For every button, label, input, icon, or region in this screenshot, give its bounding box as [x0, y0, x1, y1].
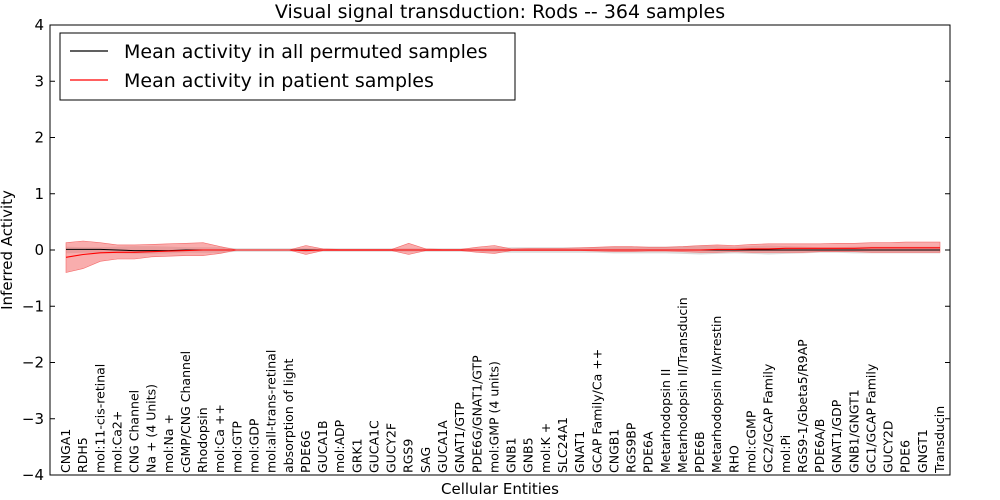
y-tick-label: 4 — [34, 16, 44, 34]
x-category-label: GC1/GCAP Family — [864, 363, 879, 473]
y-tick-label: 0 — [34, 241, 44, 259]
x-category-label: cGMP/CNG Channel — [178, 351, 193, 473]
x-category-label: GCAP Family/Ca ++ — [589, 349, 604, 473]
x-category-label: SAG — [418, 447, 433, 473]
x-category-label: PDE6G — [298, 430, 313, 473]
x-category-label: Metarhodopsin II/Arrestin — [709, 316, 724, 473]
y-tick-label: 2 — [34, 129, 44, 147]
x-category-label: GNB1 — [504, 437, 519, 473]
y-tick-label: 1 — [34, 185, 44, 203]
x-category-label: mol:all-trans-retinal — [264, 350, 279, 473]
x-category-label: Na + (4 Units) — [144, 384, 159, 473]
x-category-label: GNB1/GNGT1 — [846, 389, 861, 473]
x-category-label: mol:Na + — [161, 414, 176, 473]
x-category-label: CNGA1 — [58, 429, 73, 473]
x-category-label: CNGB1 — [606, 429, 621, 473]
patient-band — [65, 240, 941, 273]
x-category-label: RHO — [726, 445, 741, 473]
x-category-label: GUCA1C — [367, 420, 382, 473]
x-category-label: mol:Ca ++ — [212, 404, 227, 473]
x-category-label: CNG Channel — [127, 390, 142, 473]
legend: Mean activity in all permuted samples Me… — [59, 32, 516, 101]
x-category-label: RDH5 — [75, 437, 90, 473]
x-category-label: Transducin — [932, 406, 947, 474]
x-category-label: PDE6G/GNAT1/GTP — [469, 355, 484, 473]
legend-label-patient: Mean activity in patient samples — [124, 70, 434, 92]
x-axis-label: Cellular Entities — [441, 480, 559, 498]
x-category-label: GNAT1 — [572, 431, 587, 473]
x-category-label: GUCY2F — [384, 423, 399, 473]
x-category-label: Metarhodopsin II — [658, 369, 673, 473]
y-tick-label: −1 — [22, 297, 44, 315]
x-category-label: PDE6B — [692, 431, 707, 473]
x-category-label: mol:GDP — [247, 418, 262, 473]
x-category-label: RGS9 — [401, 439, 416, 473]
x-category-label: mol:11-cis-retinal — [92, 364, 107, 473]
y-tick-label: −3 — [22, 410, 44, 428]
x-category-label: mol:K + — [538, 423, 553, 473]
y-axis-label: Inferred Activity — [0, 190, 16, 310]
y-tick-label: −2 — [22, 354, 44, 372]
y-tick-label: −4 — [22, 466, 44, 484]
x-category-label: mol:Pi — [778, 435, 793, 473]
legend-label-permuted: Mean activity in all permuted samples — [124, 41, 487, 63]
x-category-label: PDE6 — [898, 440, 913, 473]
x-category-label: mol:Ca2+ — [109, 411, 124, 473]
x-category-label: RGS9BP — [624, 422, 639, 473]
y-tick-label: 3 — [34, 72, 44, 90]
x-category-label: SLC24A1 — [555, 417, 570, 473]
x-axis: CNGA1 RDH5 mol:11-cis-retinal mol:Ca2+ CNG C… — [58, 297, 947, 474]
x-category-label: GNAT1/GTP — [452, 402, 467, 473]
x-category-label: mol:GTP — [229, 421, 244, 473]
x-category-label: GNAT1/GDP — [829, 399, 844, 473]
x-category-label: GUCY2D — [881, 420, 896, 473]
lines-layer — [65, 247, 940, 258]
x-category-label: GNB5 — [521, 437, 536, 473]
y-axis: −4 −3 −2 −1 0 1 2 3 4 — [22, 16, 950, 484]
x-category-label: absorption of light — [281, 358, 296, 473]
x-category-label: Metarhodopsin II/Transducin — [675, 297, 690, 473]
x-category-label: RGS9-1/Gbeta5/R9AP — [795, 339, 810, 473]
x-category-label: PDE6A/B — [812, 419, 827, 473]
x-category-label: mol:GMP (4 units) — [486, 361, 501, 473]
x-category-label: GNGT1 — [915, 429, 930, 473]
bands-layer — [65, 240, 941, 273]
x-category-label: GRK1 — [349, 438, 364, 473]
x-category-label: mol:ADP — [332, 419, 347, 473]
x-category-label: GUCA1B — [315, 420, 330, 473]
x-category-label: GUCA1A — [435, 420, 450, 473]
x-category-label: mol:cGMP — [744, 410, 759, 473]
x-category-label: PDE6A — [641, 431, 656, 473]
patient-series-line — [65, 247, 940, 258]
chart-title: Visual signal transduction: Rods -- 364 … — [275, 1, 725, 23]
x-category-label: GC2/GCAP Family — [761, 363, 776, 473]
x-category-label: Rhodopsin — [195, 407, 210, 473]
legend-box — [59, 32, 516, 101]
